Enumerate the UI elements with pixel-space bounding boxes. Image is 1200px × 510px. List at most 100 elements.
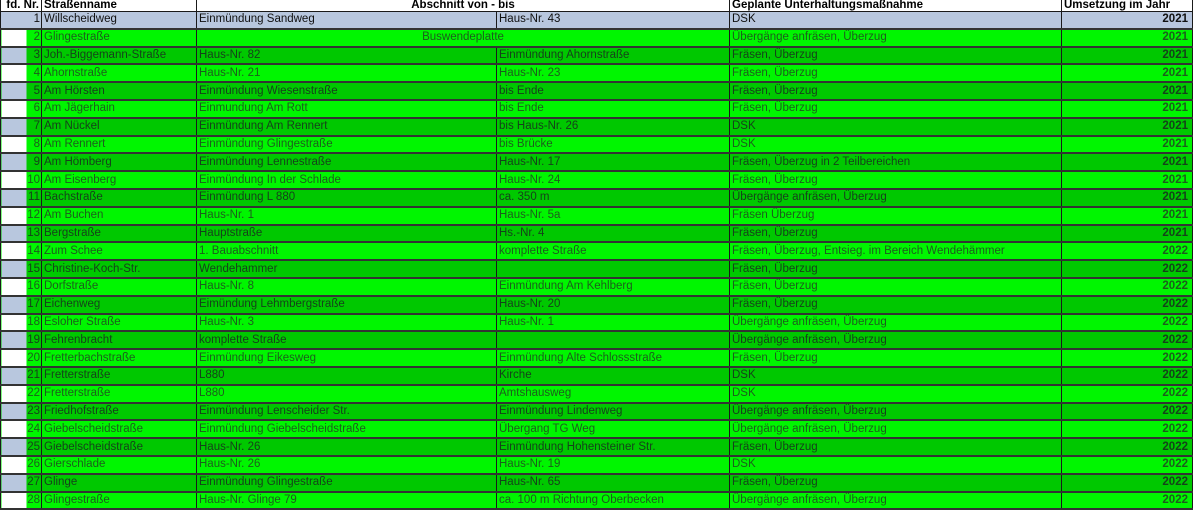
cell-von[interactable]: Einmündung Lennestraße [196,152,497,173]
cell-nr[interactable]: 7 [0,117,42,137]
cell-year[interactable]: 2022 [1061,241,1193,262]
cell-name[interactable]: Fretterstraße [41,384,197,404]
cell-nr[interactable]: 20 [0,348,42,368]
cell-nr[interactable]: 25 [0,437,42,457]
cell-bis[interactable]: Haus-Nr. 23 [496,63,730,84]
cell-nr[interactable]: 11 [0,188,42,208]
cell-name[interactable]: Friedhofstraße [41,402,197,422]
cell-year[interactable]: 2022 [1061,455,1193,475]
cell-nr[interactable]: 19 [0,330,42,351]
cell-von[interactable]: Einmündung In der Schlade [196,170,497,190]
cell-von[interactable]: Einmundung Am Rott [196,99,497,119]
cell-measure[interactable]: DSK [729,384,1062,404]
cell-von[interactable]: Wendehammer [196,259,497,279]
header-nr[interactable]: fd. Nr. [0,0,42,12]
cell-von[interactable]: Einmündung Eikesweg [196,348,497,368]
cell-nr[interactable]: 8 [0,135,42,155]
cell-nr[interactable]: 17 [0,295,42,315]
cell-section-merged[interactable]: Buswendeplatte [196,28,730,48]
cell-von[interactable]: Einmündung L 880 [196,188,497,208]
cell-measure[interactable]: Übergänge anfräsen, Überzug [729,188,1062,208]
cell-measure[interactable]: Fräsen, Überzug [729,99,1062,119]
cell-von[interactable]: Haus-Nr. 21 [196,63,497,84]
cell-measure[interactable]: DSK [729,10,1062,30]
cell-year[interactable]: 2022 [1061,419,1193,440]
header-year[interactable]: Umsetzung im Jahr [1061,0,1193,12]
cell-bis[interactable]: Hs.-Nr. 4 [496,224,730,244]
cell-bis[interactable] [496,259,730,279]
cell-measure[interactable]: Übergänge anfräsen, Überzug [729,313,1062,333]
cell-name[interactable]: Joh.-Biggemann-Straße [41,46,197,66]
cell-year[interactable]: 2022 [1061,384,1193,404]
cell-year[interactable]: 2021 [1061,99,1193,119]
cell-measure[interactable]: Fräsen, Überzug [729,348,1062,368]
cell-bis[interactable] [496,330,730,351]
cell-bis[interactable]: bis Ende [496,99,730,119]
cell-nr[interactable]: 16 [0,277,42,297]
cell-year[interactable]: 2022 [1061,259,1193,279]
cell-bis[interactable]: ca. 100 m Richtung Oberbecken [496,491,730,510]
cell-name[interactable]: Am Rennert [41,135,197,155]
cell-bis[interactable]: Haus-Nr. 19 [496,455,730,475]
cell-measure[interactable]: DSK [729,455,1062,475]
cell-measure[interactable]: Fräsen, Überzug [729,81,1062,101]
cell-name[interactable]: Fretterstraße [41,366,197,386]
cell-von[interactable]: Haus-Nr. 26 [196,437,497,457]
cell-year[interactable]: 2022 [1061,277,1193,297]
cell-name[interactable]: Am Hömberg [41,152,197,173]
cell-nr[interactable]: 15 [0,259,42,279]
cell-year[interactable]: 2021 [1061,28,1193,48]
cell-bis[interactable]: Haus-Nr. 24 [496,170,730,190]
cell-measure[interactable]: Fräsen, Überzug [729,224,1062,244]
cell-bis[interactable]: Einmündung Ahornstraße [496,46,730,66]
cell-nr[interactable]: 28 [0,491,42,510]
cell-name[interactable]: Glingestraße [41,28,197,48]
cell-measure[interactable]: Übergänge anfräsen, Überzug [729,419,1062,440]
cell-year[interactable]: 2021 [1061,10,1193,30]
cell-von[interactable]: Haus-Nr. 82 [196,46,497,66]
cell-name[interactable]: Dorfstraße [41,277,197,297]
cell-von[interactable]: L880 [196,366,497,386]
cell-von[interactable]: Haus-Nr. 1 [196,206,497,226]
cell-von[interactable]: Einmündung Lenscheider Str. [196,402,497,422]
cell-nr[interactable]: 13 [0,224,42,244]
cell-bis[interactable]: Einmündung Hohensteiner Str. [496,437,730,457]
cell-von[interactable]: komplette Straße [196,330,497,351]
cell-measure[interactable]: Fräsen, Überzug, Entsieg. im Bereich Wen… [729,241,1062,262]
cell-von[interactable]: Einmündung Sandweg [196,10,497,30]
cell-measure[interactable]: Fräsen, Überzug [729,170,1062,190]
cell-nr[interactable]: 9 [0,152,42,173]
cell-name[interactable]: Bachstraße [41,188,197,208]
cell-year[interactable]: 2021 [1061,206,1193,226]
cell-year[interactable]: 2022 [1061,366,1193,386]
cell-nr[interactable]: 23 [0,402,42,422]
cell-year[interactable]: 2021 [1061,117,1193,137]
cell-bis[interactable]: Haus-Nr. 5a [496,206,730,226]
cell-bis[interactable]: Haus-Nr. 43 [496,10,730,30]
cell-bis[interactable]: Amtshausweg [496,384,730,404]
cell-year[interactable]: 2021 [1061,152,1193,173]
cell-measure[interactable]: Fräsen, Überzug [729,63,1062,84]
cell-von[interactable]: L880 [196,384,497,404]
cell-name[interactable]: Giebelscheidstraße [41,419,197,440]
cell-nr[interactable]: 24 [0,419,42,440]
cell-bis[interactable]: komplette Straße [496,241,730,262]
cell-von[interactable]: 1. Bauabschnitt [196,241,497,262]
cell-name[interactable]: Eichenweg [41,295,197,315]
cell-von[interactable]: Haus-Nr. 26 [196,455,497,475]
cell-measure[interactable]: Übergänge anfräsen, Überzug [729,28,1062,48]
cell-year[interactable]: 2021 [1061,224,1193,244]
cell-bis[interactable]: Einmündung Alte Schlossstraße [496,348,730,368]
cell-year[interactable]: 2021 [1061,188,1193,208]
cell-name[interactable]: Ahornstraße [41,63,197,84]
cell-year[interactable]: 2022 [1061,348,1193,368]
cell-year[interactable]: 2022 [1061,402,1193,422]
cell-name[interactable]: Am Jägerhain [41,99,197,119]
cell-bis[interactable]: Einmündung Am Kehlberg [496,277,730,297]
cell-name[interactable]: Esloher Straße [41,313,197,333]
cell-name[interactable]: Willscheidweg [41,10,197,30]
cell-measure[interactable]: Übergänge anfräsen, Überzug [729,402,1062,422]
cell-name[interactable]: Am Hörsten [41,81,197,101]
cell-nr[interactable]: 10 [0,170,42,190]
cell-bis[interactable]: Einmündung Lindenweg [496,402,730,422]
